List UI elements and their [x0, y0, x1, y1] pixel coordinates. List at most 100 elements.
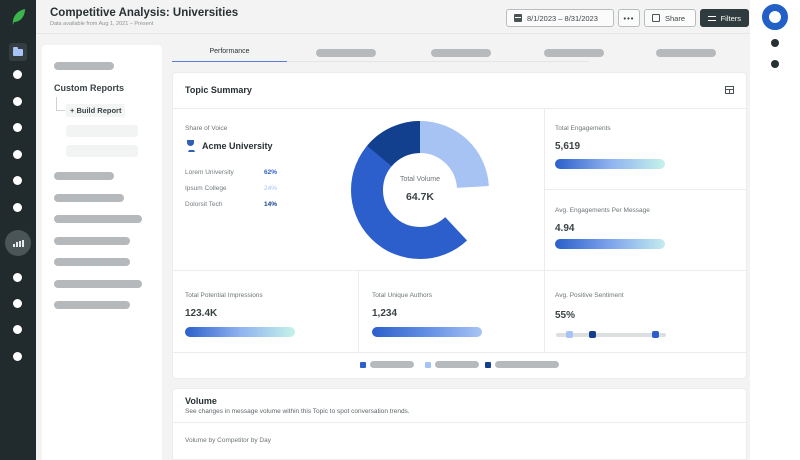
- potential-impressions-value: 123.4K: [185, 308, 218, 319]
- tab-performance[interactable]: Performance: [172, 44, 287, 62]
- placeholder-item[interactable]: [54, 258, 130, 266]
- competitor-name: Lorem University: [185, 169, 234, 176]
- competitor-row: Lorem University 62%: [185, 169, 277, 176]
- sentiment-marker[interactable]: [566, 331, 573, 338]
- report-tabs: Performance: [172, 44, 747, 62]
- competitor-name: Ipsum College: [185, 185, 227, 192]
- placeholder-item[interactable]: [54, 301, 130, 309]
- nav-dot-icon[interactable]: [13, 299, 22, 308]
- positive-sentiment-value: 55%: [555, 310, 576, 321]
- avg-engagements-bar: [555, 239, 665, 249]
- divider: [544, 189, 746, 190]
- volume-description: See changes in message volume within thi…: [185, 408, 410, 415]
- date-range-button[interactable]: 8/1/2023 – 8/31/2023: [506, 9, 614, 27]
- nav-dot-icon[interactable]: [13, 150, 22, 159]
- divider: [173, 270, 746, 271]
- rail-dot-icon[interactable]: [771, 39, 779, 47]
- tab-placeholder[interactable]: [656, 49, 716, 57]
- page-title: Competitive Analysis: Universities: [50, 7, 239, 19]
- tab-placeholder[interactable]: [316, 49, 376, 57]
- divider: [358, 270, 359, 352]
- nav-dot-icon[interactable]: [13, 97, 22, 106]
- legend-swatch-icon: [360, 361, 366, 368]
- competitor-share: 62%: [263, 169, 277, 176]
- placeholder-item[interactable]: [54, 237, 130, 245]
- placeholder-report[interactable]: [66, 125, 138, 137]
- data-availability-note: Data available from Aug 1, 2021 – Presen…: [50, 21, 154, 27]
- share-button[interactable]: Share: [644, 9, 696, 27]
- legend-item[interactable]: [425, 361, 479, 368]
- total-engagements-value: 5,619: [555, 141, 581, 152]
- legend-item[interactable]: [485, 361, 559, 368]
- competitor-share: 24%: [263, 185, 277, 192]
- potential-impressions-label: Total Potential Impressions: [185, 292, 263, 299]
- tab-placeholder[interactable]: [431, 49, 491, 57]
- share-of-voice-winner: Acme University: [185, 140, 273, 152]
- sentiment-range-track: [556, 331, 666, 338]
- positive-sentiment-label: Avg. Positive Sentiment: [555, 292, 624, 299]
- divider: [173, 108, 746, 109]
- competitor-row: Dolorsit Tech 14%: [185, 201, 277, 208]
- rail-dot-icon[interactable]: [771, 60, 779, 68]
- nav-dot-icon[interactable]: [13, 352, 22, 361]
- volume-card: Volume See changes in message volume wit…: [172, 388, 747, 460]
- filters-button[interactable]: Filters: [700, 9, 749, 27]
- right-rail: [750, 0, 800, 460]
- legend-item[interactable]: [360, 361, 414, 368]
- sentiment-marker[interactable]: [652, 331, 659, 338]
- avg-engagements-label: Avg. Engagements Per Message: [555, 207, 650, 214]
- build-report-button[interactable]: + Build Report: [66, 104, 126, 117]
- nav-dot-icon[interactable]: [13, 325, 22, 334]
- legend-label-placeholder: [435, 361, 479, 368]
- avg-engagements-value: 4.94: [555, 223, 575, 234]
- more-options-button[interactable]: •••: [618, 9, 640, 27]
- page-header: Competitive Analysis: Universities Data …: [36, 0, 750, 34]
- custom-reports-heading: Custom Reports: [54, 83, 125, 93]
- date-range-label: 8/1/2023 – 8/31/2023: [527, 13, 598, 23]
- trophy-icon: [185, 140, 196, 152]
- tree-connector: [56, 97, 65, 111]
- share-of-voice-donut-chart[interactable]: [351, 121, 489, 259]
- legend-label-placeholder: [495, 361, 559, 368]
- sliders-icon: [708, 14, 716, 22]
- calendar-icon: [514, 14, 522, 22]
- share-of-voice-label: Share of Voice: [185, 125, 228, 132]
- tab-divider: [287, 61, 589, 62]
- left-nav-rail: [0, 0, 36, 460]
- reports-bar-chart-icon[interactable]: [5, 230, 31, 256]
- nav-dot-icon[interactable]: [13, 203, 22, 212]
- placeholder-item[interactable]: [54, 172, 114, 180]
- tab-placeholder[interactable]: [544, 49, 604, 57]
- status-ring-icon[interactable]: [762, 4, 788, 30]
- legend-swatch-icon: [425, 361, 431, 368]
- leaf-logo-icon[interactable]: [10, 8, 26, 26]
- folder-icon[interactable]: [9, 43, 27, 61]
- volume-title: Volume: [185, 396, 217, 406]
- nav-dot-icon[interactable]: [13, 70, 22, 79]
- topic-summary-card: Topic Summary Share of Voice Acme Univer…: [172, 72, 747, 379]
- nav-dot-icon[interactable]: [13, 176, 22, 185]
- nav-dot-icon[interactable]: [13, 273, 22, 282]
- placeholder-item[interactable]: [54, 280, 142, 288]
- sentiment-marker[interactable]: [589, 331, 596, 338]
- divider: [544, 270, 545, 352]
- placeholder-item[interactable]: [54, 215, 142, 223]
- placeholder-item[interactable]: [54, 194, 124, 202]
- reports-sidebar: Custom Reports + Build Report: [42, 45, 162, 460]
- unique-authors-label: Total Unique Authors: [372, 292, 432, 299]
- share-label: Share: [665, 13, 686, 23]
- potential-impressions-bar: [185, 327, 295, 337]
- legend-label-placeholder: [370, 361, 414, 368]
- placeholder-report[interactable]: [66, 145, 138, 157]
- table-view-icon[interactable]: [725, 86, 734, 94]
- competitor-row: Ipsum College 24%: [185, 185, 277, 192]
- filters-label: Filters: [720, 13, 741, 23]
- ellipsis-icon: •••: [623, 13, 635, 23]
- nav-dot-icon[interactable]: [13, 123, 22, 132]
- divider: [173, 422, 746, 423]
- competitor-name: Dolorsit Tech: [185, 201, 223, 208]
- unique-authors-value: 1,234: [372, 308, 398, 319]
- placeholder-item[interactable]: [54, 62, 114, 70]
- total-engagements-bar: [555, 159, 665, 169]
- card-title: Topic Summary: [185, 85, 252, 95]
